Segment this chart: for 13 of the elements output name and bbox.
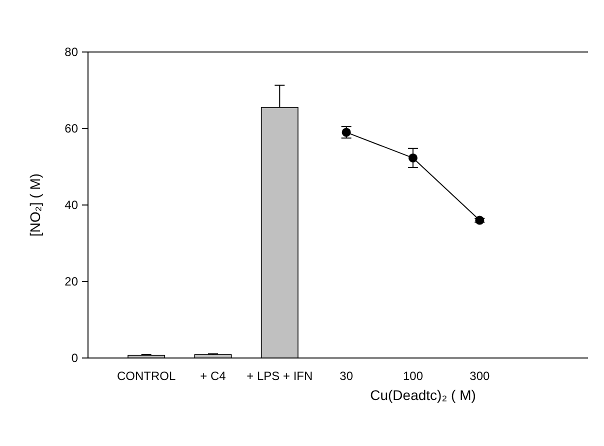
x-tick-label: + LPS + IFN <box>246 369 313 383</box>
x-axis-title: Cu(Deadtc)₂ ( M) <box>370 387 476 403</box>
x-tick-label: 300 <box>470 369 490 383</box>
x-tick-label: 30 <box>340 369 354 383</box>
y-tick-label: 40 <box>64 198 78 212</box>
y-tick-label: 20 <box>64 274 78 289</box>
x-tick-label: + C4 <box>200 369 226 383</box>
x-tick-label: CONTROL <box>116 369 176 383</box>
y-tick-label: 60 <box>64 122 78 136</box>
y-tick-label: 80 <box>64 45 78 60</box>
y-axis-title: [NO₂] ( M) <box>27 174 43 236</box>
y-tick-label: 0 <box>71 351 78 366</box>
x-tick-label: 100 <box>402 369 424 383</box>
